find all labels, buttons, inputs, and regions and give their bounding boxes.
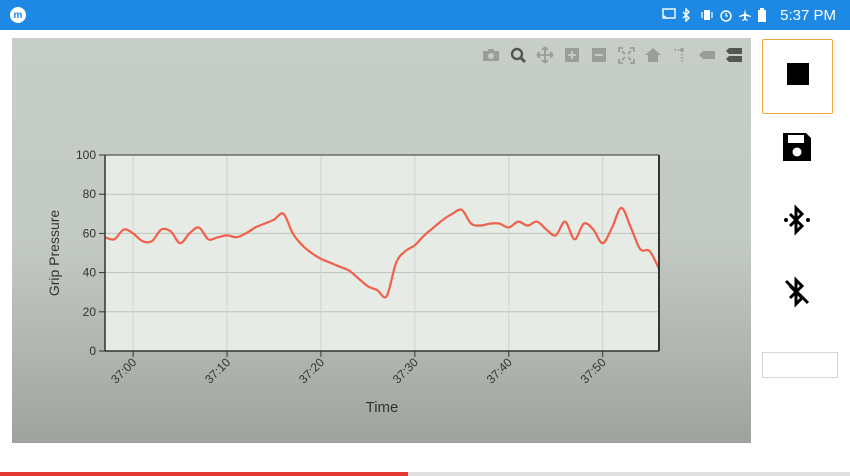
airplane-icon bbox=[738, 8, 752, 22]
bluetooth-disable-button[interactable] bbox=[762, 265, 831, 323]
bluetooth-icon bbox=[681, 8, 695, 22]
stop-button[interactable] bbox=[762, 39, 833, 114]
save-icon bbox=[780, 130, 814, 169]
spike-lines-icon[interactable] bbox=[671, 46, 689, 64]
y-tick-label: 60 bbox=[83, 226, 97, 240]
status-time: 5:37 PM bbox=[780, 6, 836, 24]
pan-icon[interactable] bbox=[536, 46, 554, 64]
zoom-in-icon[interactable] bbox=[563, 46, 581, 64]
y-tick-label: 20 bbox=[83, 305, 97, 319]
plot-area bbox=[105, 155, 659, 351]
alarm-icon bbox=[719, 8, 733, 22]
plot-panel: 0 20 40 60 80 100 37:00 37:10 37:20 37:30 37:40 37… bbox=[12, 38, 751, 443]
status-text-field bbox=[762, 352, 838, 378]
zoom-icon[interactable] bbox=[509, 46, 527, 64]
x-tick-labels: 37:00 37:10 37:20 37:30 37:40 37:50 bbox=[108, 351, 609, 386]
y-tick-label: 0 bbox=[89, 344, 96, 358]
chart-toolbar bbox=[482, 44, 743, 66]
y-axis-label: Grip Pressure bbox=[46, 210, 62, 297]
status-icons: 5:37 PM bbox=[662, 0, 836, 30]
x-tick-label: 37:50 bbox=[578, 355, 609, 386]
save-button[interactable] bbox=[762, 120, 831, 178]
vibrate-icon bbox=[700, 8, 714, 22]
bluetooth-connect-button[interactable] bbox=[762, 193, 831, 251]
bluetooth-connect-icon bbox=[780, 203, 814, 242]
app-notification-icon: m bbox=[10, 7, 26, 23]
autoscale-icon[interactable] bbox=[617, 46, 635, 64]
grip-pressure-line[interactable] bbox=[104, 206, 660, 299]
x-axis-label: Time bbox=[366, 399, 399, 416]
x-tick-label: 37:00 bbox=[108, 355, 139, 386]
progress-bar bbox=[0, 472, 850, 476]
hover-closest-icon[interactable] bbox=[698, 46, 716, 64]
camera-icon[interactable] bbox=[482, 46, 500, 64]
x-gridlines bbox=[132, 155, 604, 351]
cast-icon bbox=[662, 8, 676, 22]
home-icon[interactable] bbox=[644, 46, 662, 64]
hover-compare-icon[interactable] bbox=[725, 46, 743, 64]
stop-icon bbox=[786, 63, 809, 90]
x-tick-label: 37:40 bbox=[484, 355, 515, 386]
x-tick-label: 37:20 bbox=[296, 355, 327, 386]
x-tick-label: 37:10 bbox=[202, 355, 233, 386]
y-tick-label: 80 bbox=[83, 187, 97, 201]
status-bar: m 5:37 PM bbox=[0, 0, 850, 30]
y-tick-label: 100 bbox=[76, 148, 96, 162]
zoom-out-icon[interactable] bbox=[590, 46, 608, 64]
series bbox=[104, 206, 660, 299]
progress-fill bbox=[0, 472, 408, 476]
battery-icon bbox=[757, 8, 771, 22]
x-tick-label: 37:30 bbox=[390, 355, 421, 386]
y-tick-labels: 0 20 40 60 80 100 bbox=[76, 148, 105, 358]
y-gridlines bbox=[105, 193, 659, 313]
y-tick-label: 40 bbox=[83, 266, 97, 280]
bluetooth-disabled-icon bbox=[780, 275, 814, 314]
